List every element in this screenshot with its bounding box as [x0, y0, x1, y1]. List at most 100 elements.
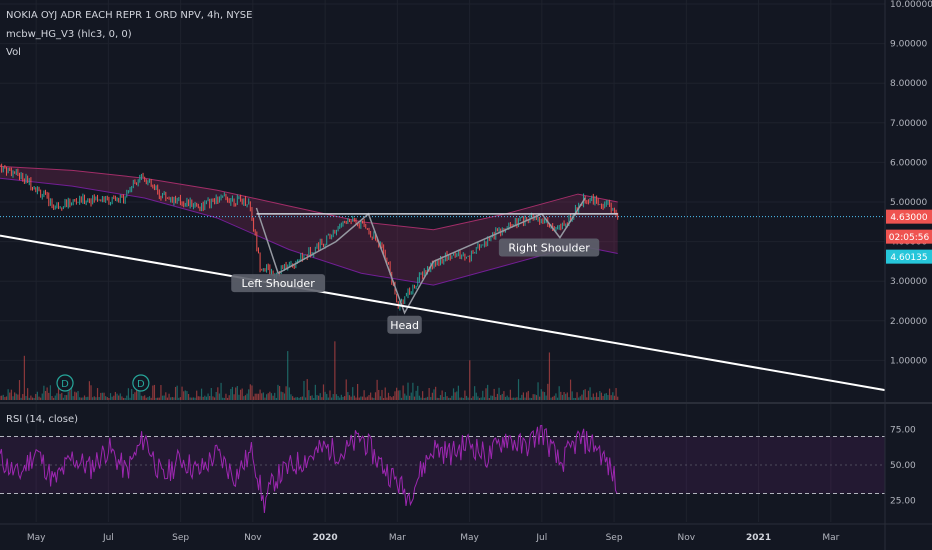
- volume-legend[interactable]: Vol: [6, 47, 21, 58]
- volume-bar: [316, 395, 318, 400]
- volume-bar: [504, 396, 507, 400]
- time-tick-label: Mar: [389, 533, 406, 543]
- volume-bar: [376, 379, 378, 400]
- volume-bar: [586, 397, 588, 400]
- volume-bar: [438, 397, 440, 400]
- rsi-legend[interactable]: RSI (14, close): [6, 414, 79, 425]
- volume-bar: [197, 396, 199, 400]
- volume-bar: [49, 385, 51, 400]
- volume-bar: [285, 386, 287, 400]
- volume-bar: [116, 393, 118, 400]
- time-tick-label: Mar: [822, 533, 839, 543]
- volume-bar: [119, 393, 121, 400]
- volume-bar: [46, 387, 48, 400]
- volume-bar: [20, 397, 22, 400]
- volume-bar: [109, 393, 112, 400]
- volume-bar: [18, 380, 21, 400]
- volume-bar: [576, 392, 578, 400]
- volume-bar: [212, 396, 214, 400]
- rsi-band-fill: [0, 436, 885, 494]
- price-axis[interactable]: 10.00000 9.00000 8.00000 7.00000 6.00000 5.00…: [884, 0, 932, 550]
- volume-bar: [51, 395, 53, 400]
- volume-bar: [213, 397, 216, 400]
- volume-bar: [239, 389, 242, 400]
- volume-bar: [168, 393, 170, 400]
- volume-bar: [480, 397, 482, 400]
- time-tick-label: 2021: [746, 533, 771, 543]
- volume-bar: [396, 387, 398, 400]
- volume-bar: [303, 380, 305, 400]
- volume-bar: [261, 393, 263, 400]
- volume-bar: [62, 397, 64, 400]
- volume-bar: [98, 397, 100, 400]
- volume-bar: [428, 388, 430, 400]
- volume-bar: [274, 392, 276, 400]
- volume-bar: [243, 396, 245, 400]
- volume-bar: [257, 393, 260, 400]
- volume-bar: [608, 388, 611, 400]
- volume-bar: [415, 390, 417, 400]
- volume-bar: [347, 392, 349, 400]
- volume-bar: [103, 392, 105, 400]
- volume-bar: [134, 392, 136, 400]
- volume-bar: [127, 388, 130, 400]
- price-label-text: 02:05:56: [889, 233, 930, 243]
- volume-bar: [477, 396, 479, 400]
- volume-bar: [516, 397, 518, 400]
- volume-bar: [326, 393, 328, 400]
- volume-bar: [430, 397, 432, 400]
- volume-bar: [321, 397, 323, 400]
- volume-bar: [337, 395, 339, 400]
- volume-bar: [166, 397, 169, 400]
- volume-bar: [358, 397, 360, 400]
- volume-bar: [108, 397, 110, 400]
- volume-bar: [422, 391, 424, 400]
- pattern-annotations[interactable]: Left Shoulder Head Right Shoulder: [231, 238, 600, 334]
- volume-bar: [446, 396, 448, 400]
- volume-bar: [9, 392, 11, 400]
- volume-bar: [391, 397, 393, 400]
- volume-bar: [137, 388, 139, 400]
- volume-bar: [308, 390, 310, 400]
- volume-bar: [532, 394, 534, 400]
- volume-bar: [331, 397, 333, 400]
- volume-bar: [244, 395, 247, 400]
- volume-bar: [300, 396, 302, 400]
- volume-bar: [565, 393, 567, 400]
- volume-bar: [456, 391, 458, 400]
- price-label-bg: [886, 209, 932, 224]
- volume-bar: [131, 389, 133, 400]
- volume-bar: [506, 395, 508, 400]
- volume-bar: [547, 383, 549, 400]
- time-tick-label: Nov: [678, 533, 696, 543]
- volume-bar: [412, 382, 414, 400]
- volume-bar: [196, 390, 198, 400]
- volume-bar: [563, 392, 565, 400]
- dividend-marker-label: D: [137, 379, 145, 390]
- volume-bar: [410, 392, 412, 400]
- time-axis[interactable]: May Jul Sep Nov 2020 Mar May Jul Sep Nov 2021 Mar: [0, 523, 932, 543]
- symbol-title[interactable]: NOKIA OYJ ADR EACH REPR 1 ORD NPV, 4h, N…: [6, 10, 253, 21]
- volume-bar: [256, 393, 258, 400]
- volume-bar: [246, 393, 248, 400]
- volume-bar: [41, 393, 43, 400]
- volume-bar: [334, 341, 336, 400]
- volume-bar: [423, 397, 425, 400]
- volume-bar: [43, 385, 45, 400]
- volume-bar: [313, 397, 315, 400]
- price-tick-label: 2.00000: [890, 317, 927, 327]
- indicator-legend[interactable]: mcbw_HG_V3 (hlc3, 0, 0): [6, 29, 132, 40]
- volume-bar: [14, 392, 16, 400]
- rsi-pane: [0, 424, 885, 514]
- volume-bar: [139, 385, 141, 400]
- volume-bar: [44, 391, 47, 400]
- trendline: [0, 234, 886, 392]
- volume-bar: [178, 397, 180, 400]
- volume-bar: [200, 388, 203, 400]
- volume-bar: [578, 397, 580, 400]
- volume-bar: [113, 395, 115, 400]
- volume-bar: [514, 397, 516, 400]
- volume-bar: [600, 392, 603, 400]
